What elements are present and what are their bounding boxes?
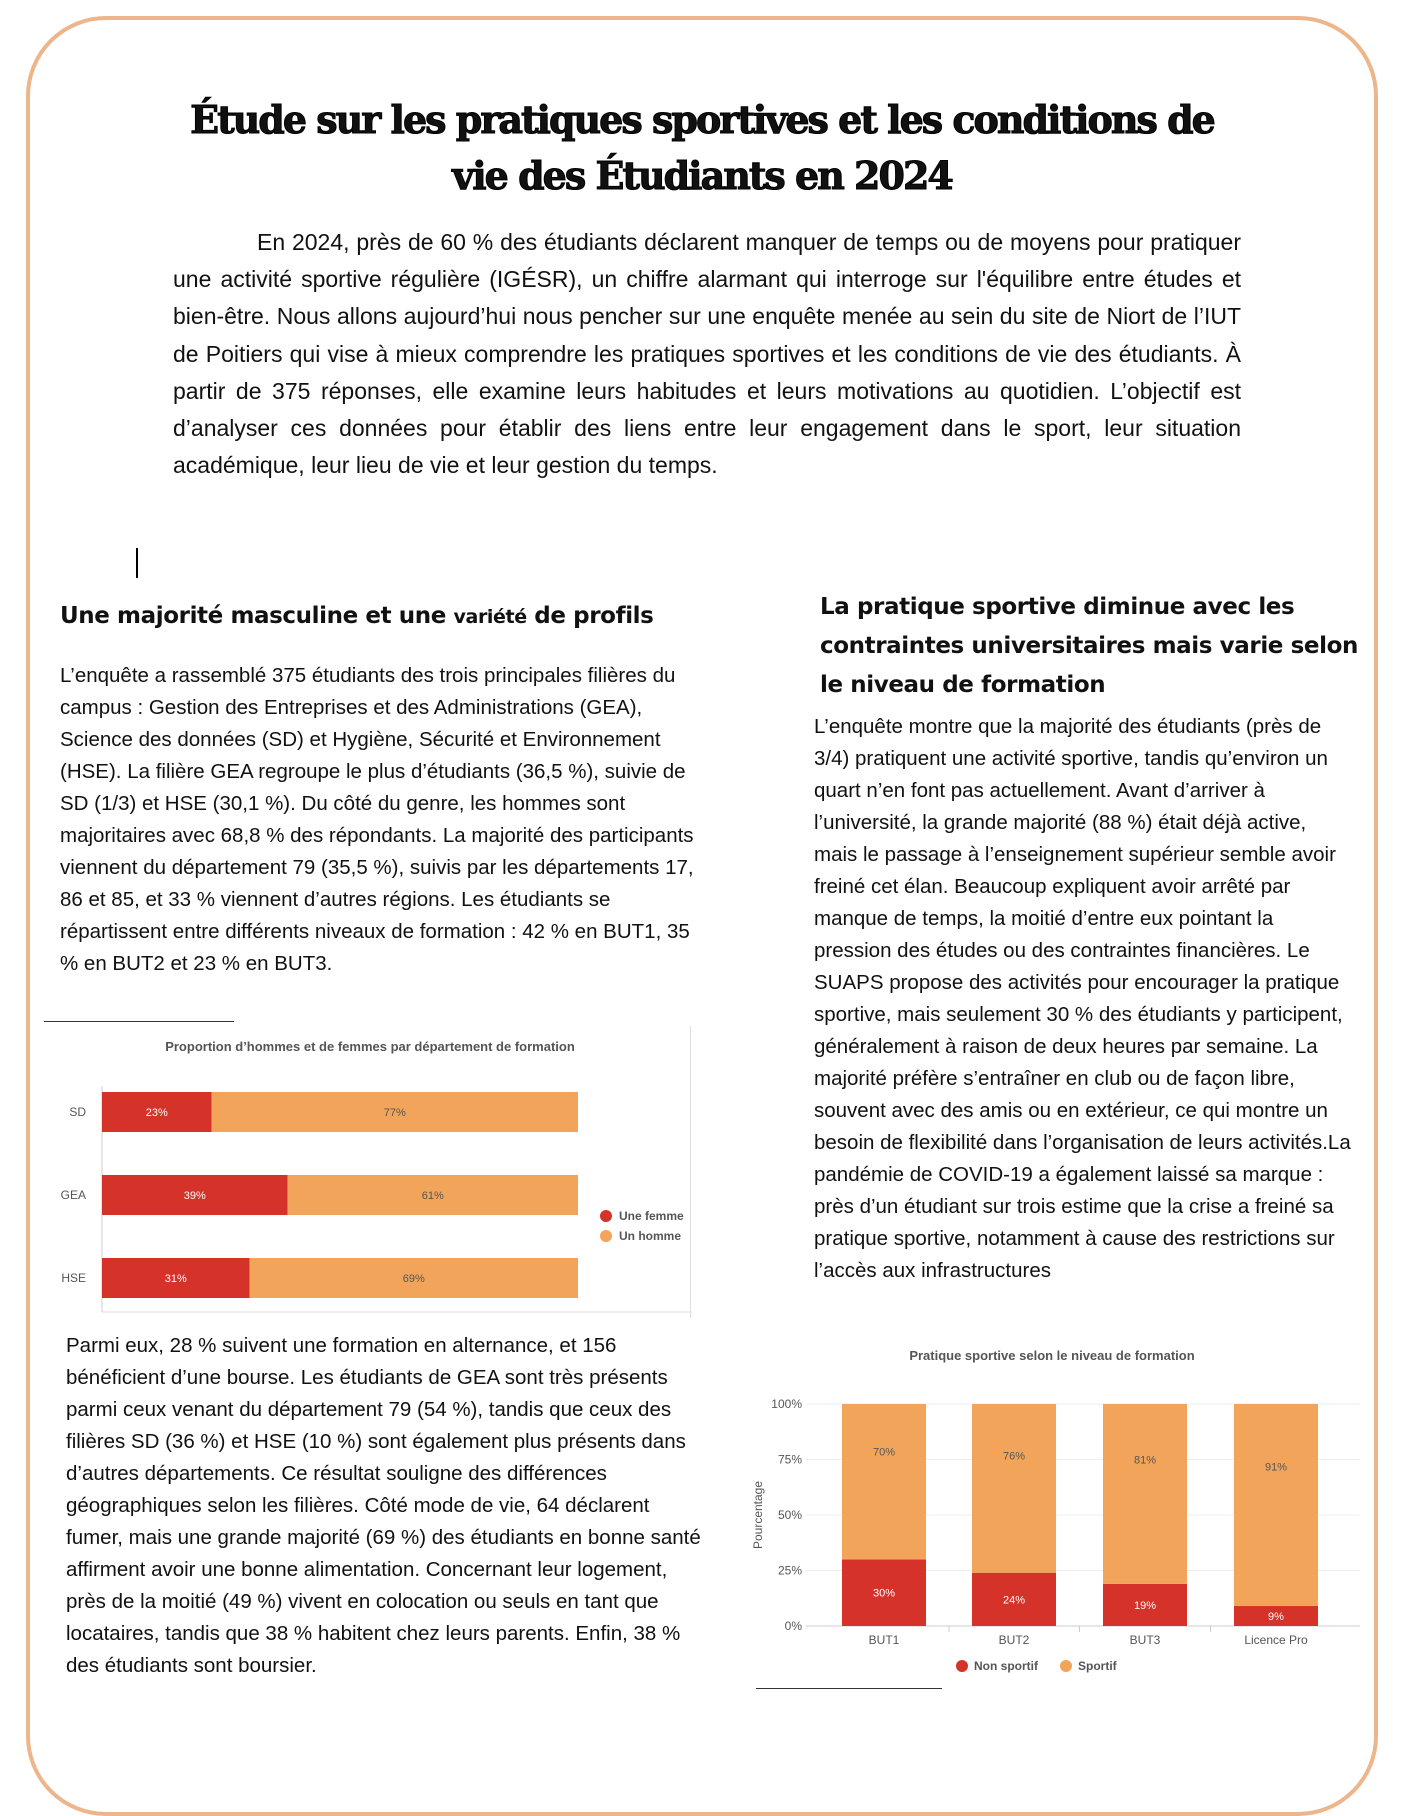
legend-swatch [1060, 1660, 1072, 1672]
divider [44, 1021, 234, 1022]
bar-non-sportif [842, 1559, 926, 1626]
gender-chart: Proportion d’hommes et de femmes par dép… [48, 1026, 692, 1318]
legend-swatch [600, 1230, 612, 1242]
legend-swatch [600, 1210, 612, 1222]
divider [756, 1688, 942, 1689]
right-heading: La pratique sportive diminue avec les co… [820, 594, 1358, 698]
bar-data-label: 69% [403, 1273, 425, 1285]
y-tick-label: 75% [778, 1453, 802, 1467]
gender-chart-title: Proportion d’hommes et de femmes par dép… [165, 1039, 575, 1054]
bar-sportif [1234, 1404, 1318, 1607]
x-tick-label: BUT3 [1130, 1633, 1161, 1647]
bar-male [211, 1092, 579, 1132]
bar-sportif [842, 1404, 926, 1560]
bar-data-label: 31% [165, 1273, 187, 1285]
bar-data-label: 81% [1134, 1454, 1156, 1466]
bar-male [249, 1258, 578, 1298]
legend-label: Une femme [619, 1209, 684, 1223]
category-label: HSE [61, 1271, 86, 1285]
chart-border [690, 1026, 691, 1318]
legend-label: Non sportif [974, 1659, 1039, 1673]
bar-data-label: 9% [1268, 1611, 1284, 1623]
x-tick-label: Licence Pro [1244, 1633, 1308, 1647]
bar-female [102, 1175, 288, 1215]
sport-level-chart: Pratique sportive selon le niveau de for… [744, 1336, 1360, 1688]
title-line-2: vie des Étudiants en 2024 [452, 153, 955, 199]
bar-female [102, 1092, 212, 1132]
page-title: Étude sur les pratiques sportives et les… [160, 92, 1244, 204]
bar-data-label: 39% [184, 1190, 206, 1202]
bar-data-label: 77% [384, 1107, 406, 1119]
bar-data-label: 76% [1003, 1451, 1025, 1463]
left-paragraph-1: L’enquête a rassemblé 375 étudiants des … [60, 664, 694, 975]
bar-non-sportif [1103, 1583, 1187, 1626]
left-heading-part1: Une majorité masculine et une [60, 603, 454, 629]
text-cursor [136, 548, 138, 578]
right-paragraph: L’enquête montre que la majorité des étu… [814, 715, 1351, 1282]
left-paragraph-2: Parmi eux, 28 % suivent une formation en… [66, 1334, 701, 1677]
y-axis-title: Pourcentage [751, 1481, 765, 1549]
bar-data-label: 30% [873, 1588, 895, 1600]
bar-male [287, 1175, 578, 1215]
intro-text: En 2024, près de 60 % des étudiants décl… [173, 229, 1241, 479]
bar-female [102, 1258, 250, 1298]
category-label: GEA [61, 1188, 86, 1202]
y-tick-label: 100% [771, 1397, 802, 1411]
bar-data-label: 24% [1003, 1594, 1025, 1606]
x-tick-label: BUT2 [999, 1633, 1030, 1647]
x-tick-label: BUT1 [869, 1633, 900, 1647]
y-tick-label: 0% [785, 1619, 803, 1633]
sport-level-chart-title: Pratique sportive selon le niveau de for… [909, 1348, 1194, 1363]
y-tick-label: 50% [778, 1508, 802, 1522]
bar-data-label: 91% [1265, 1462, 1287, 1474]
y-tick-label: 25% [778, 1564, 802, 1578]
left-heading-part2: variété [453, 606, 528, 628]
bar-sportif [972, 1404, 1056, 1573]
bar-data-label: 70% [873, 1446, 895, 1458]
category-label: SD [69, 1105, 86, 1119]
sport-level-chart-svg: Pratique sportive selon le niveau de for… [751, 1348, 1360, 1673]
bar-data-label: 19% [1134, 1600, 1156, 1612]
left-heading-part3: de profils [526, 603, 654, 629]
bar-data-label: 61% [422, 1190, 444, 1202]
legend-label: Un homme [619, 1229, 681, 1243]
title-line-1: Étude sur les pratiques sportives et les… [190, 97, 1217, 143]
left-heading: Une majorité masculine et une variété de… [60, 600, 680, 633]
bar-non-sportif [1234, 1606, 1318, 1626]
gender-chart-svg: Proportion d’hommes et de femmes par dép… [61, 1039, 692, 1313]
bar-sportif [1103, 1404, 1187, 1584]
bar-non-sportif [972, 1572, 1056, 1626]
bar-data-label: 23% [146, 1107, 168, 1119]
legend-label: Sportif [1078, 1659, 1118, 1673]
intro-paragraph: En 2024, près de 60 % des étudiants décl… [173, 224, 1241, 484]
legend-swatch [956, 1660, 968, 1672]
